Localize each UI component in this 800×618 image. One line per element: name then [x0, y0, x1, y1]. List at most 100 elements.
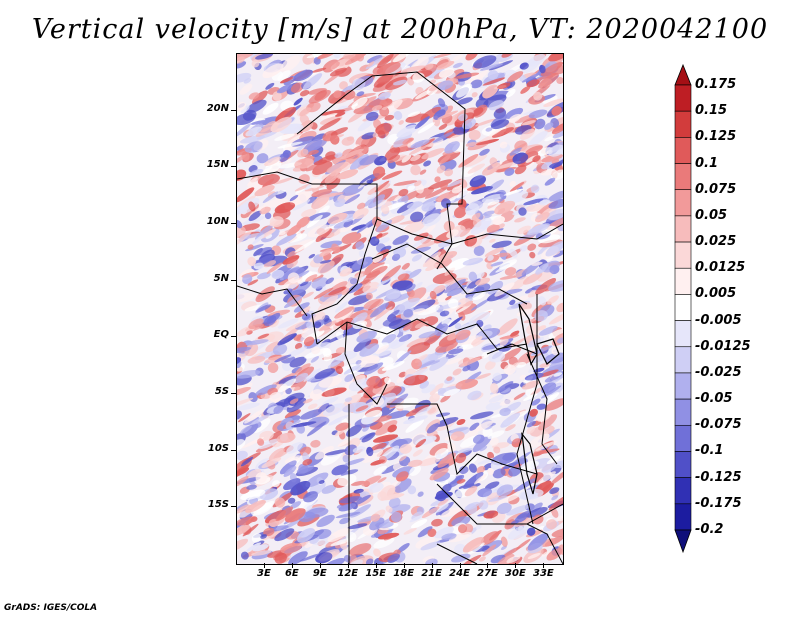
field-blob [327, 212, 348, 224]
field-blob [317, 54, 335, 60]
field-blob [492, 372, 502, 382]
field-blob [296, 216, 311, 229]
field-blob [530, 387, 543, 396]
field-blob [240, 423, 259, 438]
field-blob [294, 158, 314, 169]
field-blob [286, 397, 307, 413]
field-blob [489, 238, 496, 243]
field-blob [496, 484, 514, 497]
field-blob [490, 382, 499, 394]
field-blob [509, 147, 523, 156]
field-blob [534, 118, 546, 130]
field-blob [422, 196, 440, 205]
map-canvas [237, 54, 563, 564]
field-blob [490, 119, 510, 130]
field-blob [245, 339, 269, 346]
lon-tick-label: 27E [477, 568, 498, 579]
field-blob [276, 432, 296, 443]
field-blob [280, 55, 301, 73]
field-blob [326, 162, 349, 173]
field-blob [407, 268, 422, 279]
field-blob [375, 123, 392, 135]
field-blob [371, 105, 383, 111]
field-blob [237, 346, 252, 354]
field-blob [309, 389, 324, 401]
field-blob [528, 130, 548, 148]
field-blob [408, 432, 426, 448]
field-blob [378, 91, 391, 100]
lat-tick-mark [231, 223, 236, 224]
field-blob [528, 358, 549, 373]
field-blob [257, 333, 270, 340]
field-blob [529, 408, 538, 417]
field-blob [454, 322, 462, 330]
field-blob [425, 63, 434, 70]
field-blob [351, 97, 368, 110]
field-blob [258, 438, 280, 450]
field-blob [420, 541, 441, 551]
field-blob [441, 533, 457, 540]
field-blob [263, 260, 277, 268]
field-blob [461, 427, 479, 441]
field-blob [335, 331, 344, 340]
field-blob [463, 471, 484, 490]
field-blob [237, 72, 252, 83]
colorbar-label: -0.075 [695, 417, 742, 433]
colorbar-label: -0.2 [695, 522, 724, 537]
field-blob [523, 198, 544, 206]
field-blob [482, 544, 497, 557]
lon-tick-label: 24E [449, 568, 470, 579]
field-blob [364, 260, 385, 276]
field-blob [376, 54, 394, 68]
field-blob [514, 164, 527, 175]
field-blob [381, 360, 405, 371]
field-blob [314, 368, 336, 380]
field-blob [298, 174, 310, 184]
field-blob [240, 105, 250, 114]
field-blob [352, 446, 366, 453]
field-blob [488, 495, 508, 502]
field-blob [412, 449, 423, 457]
field-blob [452, 54, 464, 62]
field-blob [318, 376, 342, 388]
field-blob [434, 176, 441, 183]
field-blob [548, 54, 563, 62]
field-blob [283, 478, 301, 491]
lat-tick-label: 5N [213, 272, 229, 284]
field-blob [403, 309, 414, 318]
colorbar-segment [674, 189, 692, 217]
field-blob [237, 516, 258, 526]
field-blob [499, 192, 507, 200]
field-blob [318, 205, 330, 215]
lat-tick-label: 5S [214, 386, 229, 397]
field-blob [460, 287, 471, 295]
field-blob [255, 384, 277, 396]
field-blob [283, 466, 297, 477]
field-blob [422, 213, 442, 227]
field-blob [491, 350, 503, 360]
field-blob [249, 168, 264, 177]
field-blob [302, 458, 313, 466]
field-blob [357, 355, 380, 368]
field-blob [505, 107, 524, 119]
field-blob [237, 187, 255, 203]
lat-tick-mark [231, 336, 236, 338]
velocity-map [236, 53, 564, 565]
field-blob [237, 123, 252, 138]
field-blob [538, 325, 547, 331]
field-blob [393, 110, 403, 121]
field-blob [407, 111, 421, 117]
colorbar-label: -0.125 [695, 469, 742, 485]
field-blob [471, 92, 478, 98]
field-blob [257, 438, 265, 446]
field-blob [289, 191, 312, 206]
field-blob [434, 448, 449, 460]
colorbar-label: 0.0125 [695, 260, 746, 276]
colorbar-bottom-arrow [674, 529, 692, 554]
field-blob [446, 287, 465, 297]
field-blob [514, 478, 537, 492]
field-blob [237, 504, 252, 514]
field-blob [341, 232, 362, 244]
lon-tick-mark [291, 563, 293, 568]
field-blob [396, 124, 418, 138]
